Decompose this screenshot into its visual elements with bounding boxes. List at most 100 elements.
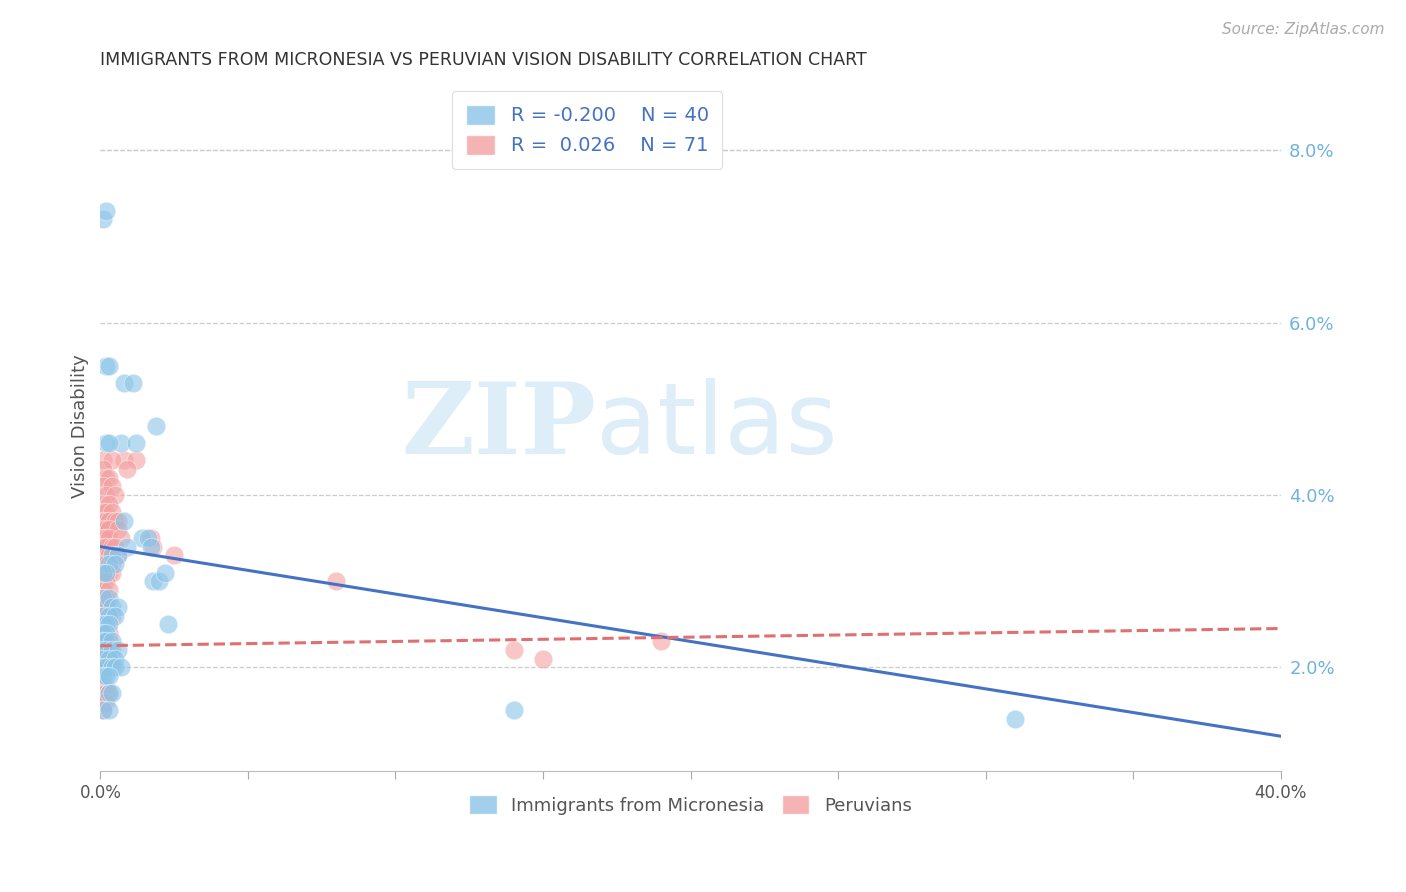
Point	[98, 703, 121, 717]
Point	[91, 453, 114, 467]
Point	[96, 505, 118, 519]
Point	[98, 557, 121, 571]
Text: atlas: atlas	[596, 377, 838, 475]
Point	[110, 531, 132, 545]
Point	[101, 643, 124, 657]
Point	[101, 505, 124, 519]
Point	[96, 643, 118, 657]
Point	[91, 582, 114, 597]
Point	[96, 591, 118, 606]
Point	[91, 669, 114, 683]
Point	[91, 703, 114, 717]
Point	[98, 669, 121, 683]
Point	[91, 591, 114, 606]
Point	[91, 703, 114, 717]
Point	[96, 549, 118, 563]
Point	[91, 549, 114, 563]
Point	[148, 574, 170, 588]
Point	[101, 608, 124, 623]
Point	[98, 514, 121, 528]
Point	[98, 617, 121, 632]
Point	[125, 453, 148, 467]
Point	[91, 497, 114, 511]
Point	[91, 531, 114, 545]
Point	[98, 523, 121, 537]
Point	[155, 566, 177, 580]
Point	[96, 617, 118, 632]
Point	[107, 549, 129, 563]
Point	[98, 625, 121, 640]
Point	[112, 453, 135, 467]
Point	[91, 566, 114, 580]
Point	[131, 531, 153, 545]
Point	[139, 540, 162, 554]
Point	[101, 479, 124, 493]
Point	[91, 617, 114, 632]
Point	[91, 514, 114, 528]
Point	[107, 549, 129, 563]
Point	[101, 557, 124, 571]
Point	[96, 566, 118, 580]
Point	[104, 608, 127, 623]
Point	[96, 514, 118, 528]
Point	[98, 582, 121, 597]
Point	[157, 617, 180, 632]
Point	[650, 634, 672, 648]
Point	[96, 540, 118, 554]
Point	[91, 599, 114, 614]
Point	[91, 591, 114, 606]
Text: IMMIGRANTS FROM MICRONESIA VS PERUVIAN VISION DISABILITY CORRELATION CHART: IMMIGRANTS FROM MICRONESIA VS PERUVIAN V…	[100, 51, 868, 69]
Point	[98, 608, 121, 623]
Point	[98, 531, 121, 545]
Point	[96, 557, 118, 571]
Point	[502, 643, 524, 657]
Point	[502, 703, 524, 717]
Point	[91, 574, 114, 588]
Point	[104, 660, 127, 674]
Point	[325, 574, 347, 588]
Point	[91, 634, 114, 648]
Point	[125, 436, 148, 450]
Point	[91, 660, 114, 674]
Point	[104, 540, 127, 554]
Point	[91, 643, 114, 657]
Point	[96, 634, 118, 648]
Point	[110, 660, 132, 674]
Point	[91, 677, 114, 691]
Point	[91, 634, 114, 648]
Point	[91, 540, 114, 554]
Point	[91, 651, 114, 665]
Point	[121, 376, 143, 390]
Point	[91, 686, 114, 700]
Point	[96, 686, 118, 700]
Point	[91, 462, 114, 476]
Point	[101, 549, 124, 563]
Point	[110, 436, 132, 450]
Point	[115, 462, 138, 476]
Point	[91, 566, 114, 580]
Point	[1004, 712, 1026, 726]
Point	[101, 453, 124, 467]
Point	[96, 359, 118, 373]
Point	[91, 212, 114, 227]
Point	[101, 540, 124, 554]
Point	[101, 660, 124, 674]
Point	[107, 643, 129, 657]
Point	[98, 651, 121, 665]
Point	[96, 695, 118, 709]
Point	[96, 669, 118, 683]
Point	[112, 514, 135, 528]
Point	[91, 695, 114, 709]
Point	[163, 549, 186, 563]
Point	[115, 540, 138, 554]
Point	[91, 523, 114, 537]
Point	[98, 471, 121, 485]
Point	[142, 540, 165, 554]
Point	[107, 514, 129, 528]
Point	[145, 419, 167, 434]
Point	[101, 599, 124, 614]
Point	[96, 651, 118, 665]
Point	[96, 574, 118, 588]
Point	[91, 479, 114, 493]
Point	[531, 651, 554, 665]
